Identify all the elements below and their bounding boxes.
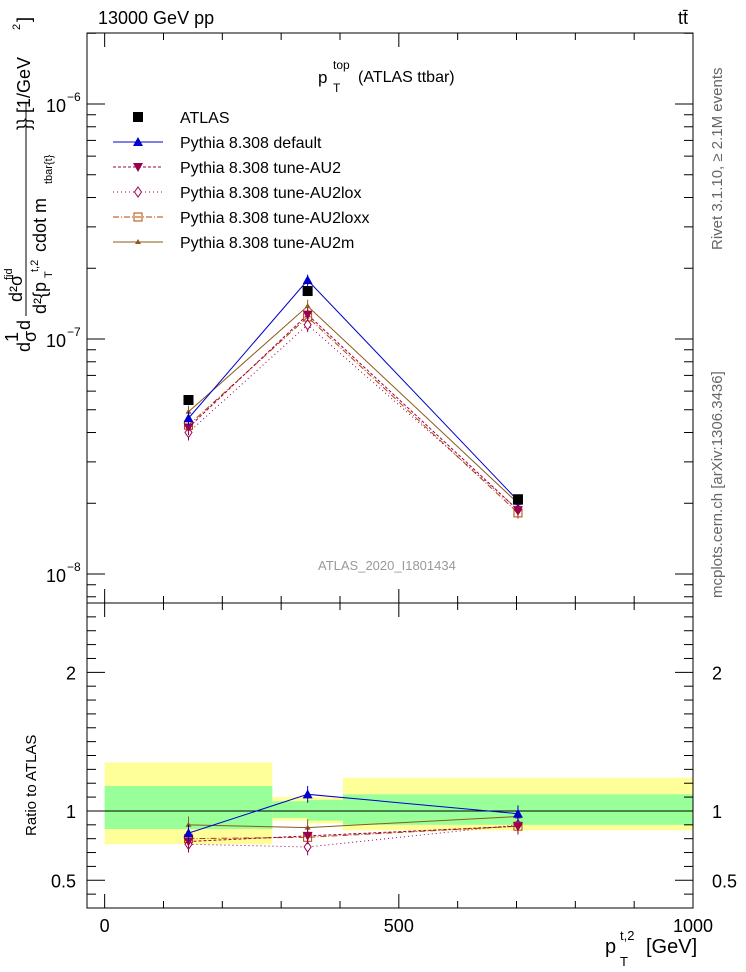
ratio-y-axis-label: Ratio to ATLAS	[23, 735, 40, 836]
y-label-part: fid	[3, 268, 15, 280]
y-label-part: d	[14, 342, 34, 352]
analysis-watermark: ATLAS_2020_I1801434	[318, 558, 456, 573]
y-label-part: T	[43, 271, 55, 278]
plot-title-main: p	[318, 68, 327, 87]
y-label-part: 1	[2, 332, 22, 342]
ratio-y-tick-label-right: 1	[712, 802, 722, 822]
y-tick-label-exponent: −6	[67, 90, 81, 104]
ratio-y-tick-label: 1	[66, 802, 76, 822]
ratio-point-au2lox	[303, 841, 312, 853]
y-label-part: ]	[14, 17, 34, 22]
point-atlas	[512, 494, 523, 505]
ratio-plot-frame	[86, 602, 694, 909]
plot-title-sub: T	[333, 81, 341, 95]
x-label-sup: t,2	[620, 928, 634, 943]
ratio-line-au2lox	[188, 824, 519, 848]
series-line-au2loxx	[188, 316, 519, 514]
legend-marker-default	[133, 137, 143, 146]
y-label-part: d	[14, 320, 34, 330]
y-label-part: }} [1/GeV	[14, 57, 34, 130]
point-au2	[302, 310, 313, 320]
ratio-plot-series	[183, 786, 523, 856]
series-line-au2	[188, 313, 519, 511]
legend-label-data: ATLAS	[180, 110, 230, 127]
ratio-point-au2	[302, 831, 313, 841]
ratio-point-au2m	[185, 821, 192, 827]
point-atlas	[302, 286, 313, 297]
ratio-y-tick-label: 2	[66, 663, 76, 683]
legend-marker-au2lox	[133, 186, 143, 198]
y-label-part: tbar{t}	[43, 154, 55, 184]
ratio-point-default	[512, 808, 523, 818]
process-label: tt̄	[678, 8, 688, 28]
point-au2lox	[303, 318, 312, 331]
y-label-part: d²{p	[30, 282, 50, 314]
ratio-y-tick-label: 0.5	[51, 871, 76, 891]
point-au2m	[304, 303, 311, 309]
ratio-point-au2	[512, 822, 523, 832]
y-tick-label-base: 10	[46, 331, 66, 351]
energy-label: 13000 GeV pp	[98, 8, 214, 28]
y-tick-label-exponent: −7	[67, 325, 81, 339]
y-label-part: 2	[11, 24, 23, 30]
mcplots-source-label: mcplots.cern.ch [arXiv:1306.3436]	[709, 371, 726, 598]
upper-plot-series	[183, 274, 523, 519]
ratio-point-default	[302, 789, 313, 799]
x-tick-label: 1000	[673, 916, 713, 936]
legend-label-au2: Pythia 8.308 tune-AU2	[180, 160, 341, 177]
y-label-part: σ	[20, 331, 40, 342]
y-tick-label-base: 10	[46, 566, 66, 586]
point-default	[183, 413, 194, 423]
x-label-unit: [GeV]	[646, 936, 697, 958]
legend-marker-au2m	[135, 239, 141, 244]
point-atlas	[183, 395, 194, 406]
plot-title-sup: top	[333, 58, 350, 72]
point-au2	[512, 506, 523, 516]
legend-label-au2m: Pythia 8.308 tune-AU2m	[180, 235, 354, 252]
band-inner	[272, 801, 308, 818]
rivet-version-label: Rivet 3.1.10, ≥ 2.1M events	[709, 67, 726, 251]
legend-marker-au2	[133, 163, 143, 172]
series-line-default	[188, 279, 519, 502]
legend-label-au2lox: Pythia 8.308 tune-AU2lox	[180, 185, 361, 202]
plot-title-suffix: (ATLAS ttbar)	[358, 69, 455, 86]
ratio-y-tick-label-right: 0.5	[712, 871, 737, 891]
y-label-part: t,2	[29, 260, 41, 272]
ratio-point-default	[183, 828, 194, 838]
ratio-point-au2	[183, 837, 194, 847]
series-line-au2m	[188, 305, 519, 504]
ratio-point-au2m	[304, 824, 311, 830]
band-inner	[307, 799, 343, 821]
x-axis-label: p t,2 T [GeV]	[605, 928, 697, 969]
legend-label-au2loxx: Pythia 8.308 tune-AU2loxx	[180, 210, 369, 227]
point-au2	[183, 423, 194, 433]
legend: ATLAS Pythia 8.308 default Pythia 8.308 tu…	[113, 110, 369, 252]
upper-y-axis-label: d 1 σ d d²σ fid d²{p T t,2 cdot m tbar{t…	[2, 17, 55, 352]
series-line-au2lox	[188, 324, 519, 510]
upper-plot-frame	[86, 32, 694, 604]
ratio-y-tick-label-right: 2	[712, 663, 722, 683]
x-tick-label: 0	[100, 916, 110, 936]
y-label-part: d²σ	[6, 275, 26, 302]
legend-marker-data	[133, 112, 143, 122]
plot-title: p top T (ATLAS ttbar)	[318, 58, 455, 95]
ratio-uncertainty-bands	[87, 762, 693, 845]
point-default	[302, 275, 313, 285]
x-tick-label: 500	[384, 916, 414, 936]
x-label-main: p	[605, 936, 616, 958]
x-label-sub: T	[620, 954, 628, 969]
legend-label-default: Pythia 8.308 default	[180, 135, 322, 152]
y-tick-label-base: 10	[46, 96, 66, 116]
legend-marker-au2loxx	[133, 212, 143, 222]
y-label-part: cdot m	[30, 198, 50, 252]
point-au2m	[185, 408, 192, 414]
y-tick-label-exponent: −8	[67, 560, 81, 574]
